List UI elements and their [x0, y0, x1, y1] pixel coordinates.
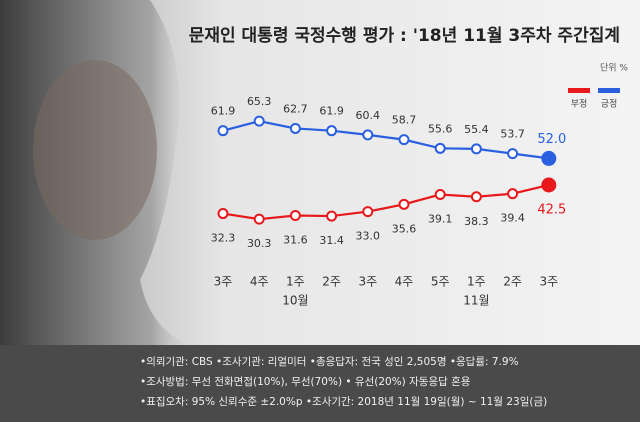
data-label: 62.7 — [283, 102, 308, 115]
data-label: 61.9 — [211, 105, 236, 118]
x-tick-label: 3주 — [214, 275, 233, 289]
data-point — [289, 122, 301, 134]
chart-title: 문재인 대통령 국정수행 평가 : '18년 11월 3주차 주간집계 — [189, 25, 620, 46]
legend-label: 긍정 — [601, 99, 618, 110]
footnote: •의뢰기관: CBS •조사기관: 리얼미터 •총응답자: 전국 성인 2,50… — [140, 356, 519, 368]
data-label: 61.9 — [319, 105, 344, 118]
series-line — [222, 120, 549, 160]
data-label: 53.7 — [500, 128, 525, 141]
data-point — [253, 115, 265, 127]
data-point — [289, 210, 301, 222]
data-point — [326, 210, 338, 222]
data-point — [217, 125, 229, 137]
x-tick-label: 1주 — [467, 275, 486, 289]
data-label: 35.6 — [392, 222, 417, 235]
x-group-label: 10월 — [282, 294, 308, 308]
legend-swatch — [568, 88, 590, 93]
data-point — [434, 189, 446, 201]
data-point — [507, 188, 519, 200]
data-point — [398, 134, 410, 146]
data-point — [470, 191, 482, 203]
data-label: 65.3 — [247, 95, 272, 108]
x-tick-label: 1주 — [286, 275, 305, 289]
data-point — [253, 213, 265, 225]
data-point — [362, 129, 374, 141]
data-label: 33.0 — [356, 230, 381, 243]
data-point — [434, 142, 446, 154]
x-tick-label: 3주 — [358, 275, 377, 289]
x-tick-label: 5주 — [431, 275, 450, 289]
x-group-label: 11월 — [463, 294, 489, 308]
data-point — [541, 150, 557, 166]
data-point — [507, 148, 519, 160]
x-tick-label: 4주 — [395, 275, 414, 289]
footer-band — [0, 345, 640, 422]
data-label: 58.7 — [392, 114, 417, 127]
data-label: 52.0 — [537, 132, 566, 147]
x-tick-label: 2주 — [503, 275, 522, 289]
data-label: 32.3 — [211, 232, 236, 245]
footnote: •조사방법: 무선 전화면접(10%), 무선(70%) • 유선(20%) 자… — [140, 375, 471, 388]
x-tick-label: 3주 — [539, 275, 558, 289]
data-label: 55.6 — [428, 122, 453, 135]
footnote: •표집오차: 95% 신뢰수준 ±2.0%p •조사기간: 2018년 11월 … — [140, 395, 547, 408]
data-label: 39.1 — [428, 213, 453, 226]
data-label: 38.3 — [464, 215, 489, 228]
unit-label: 단위 % — [600, 63, 628, 74]
data-label: 30.3 — [247, 237, 272, 250]
data-label: 42.5 — [537, 203, 566, 218]
data-point — [362, 206, 374, 218]
legend-swatch — [598, 88, 620, 93]
data-point — [326, 125, 338, 137]
data-label: 31.4 — [319, 234, 344, 247]
data-label: 60.4 — [356, 109, 381, 122]
x-tick-label: 2주 — [322, 275, 341, 289]
data-point — [217, 208, 229, 220]
x-tick-label: 4주 — [250, 275, 269, 289]
series-line — [222, 183, 550, 221]
data-label: 55.4 — [464, 123, 489, 136]
legend-label: 부정 — [571, 99, 588, 110]
data-point — [470, 143, 482, 155]
photo-face — [33, 60, 157, 240]
data-point — [398, 198, 410, 210]
data-point — [541, 177, 557, 193]
data-label: 31.6 — [283, 234, 308, 247]
data-label: 39.4 — [500, 212, 525, 225]
